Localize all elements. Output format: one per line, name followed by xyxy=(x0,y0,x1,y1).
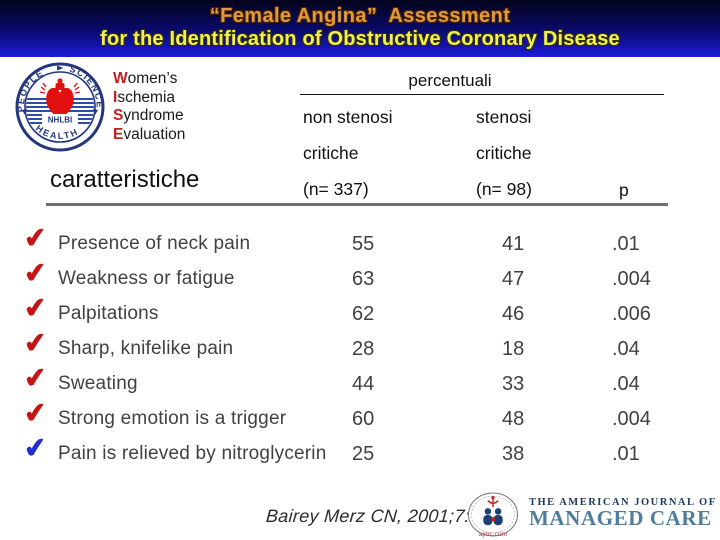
value-p: .004 xyxy=(612,268,651,290)
wise-initial: E xyxy=(113,125,124,143)
value-stenosi: 18 xyxy=(502,338,525,360)
journal-name-line1: THE AMERICAN JOURNAL OF xyxy=(529,497,717,508)
wise-line-women: Women’s xyxy=(113,70,185,89)
table-row: ✔ Sharp, knifelike pain 28 18 .04 xyxy=(0,327,720,368)
wise-line-ischemia: Ischemia xyxy=(113,89,185,108)
table-row: ✔ Palpitations 62 46 .006 xyxy=(0,292,720,333)
checkmark-icon: ✔ xyxy=(22,361,49,395)
checkmark-icon: ✔ xyxy=(22,256,49,290)
title-line-1: “Female Angina” Assessment xyxy=(209,5,511,27)
wise-initial: S xyxy=(113,107,124,124)
row-label: Pain is relieved by nitroglycerin xyxy=(58,443,327,464)
row-header-label: caratteristiche xyxy=(50,166,200,193)
table-group-header: percentuali xyxy=(408,71,492,90)
value-stenosi: 48 xyxy=(502,408,525,430)
ajmc-logo-icon: ajmc.com xyxy=(467,492,519,538)
col2-header-n: (n= 98) xyxy=(476,179,532,199)
value-p: .004 xyxy=(612,408,651,430)
value-non-stenosi: 62 xyxy=(352,303,375,325)
value-p: .01 xyxy=(612,233,640,255)
value-non-stenosi: 28 xyxy=(352,338,375,360)
checkmark-icon: ✔ xyxy=(22,221,49,255)
col1-header-line1: non stenosi xyxy=(303,107,393,127)
wise-rest: valuation xyxy=(123,125,186,143)
col2-header-line1: stenosi xyxy=(476,107,532,127)
wise-initial: I xyxy=(113,88,118,106)
wise-acronym: Women’s Ischemia Syndrome Evaluation xyxy=(113,70,185,144)
checkmark-icon: ✔ xyxy=(22,291,49,325)
wise-rest: omen’s xyxy=(127,70,178,87)
title-line-2: for the Identification of Obstructive Co… xyxy=(100,28,620,50)
table-row: ✔ Weakness or fatigue 63 47 .004 xyxy=(0,257,720,298)
value-non-stenosi: 63 xyxy=(352,268,375,290)
row-label: Sharp, knifelike pain xyxy=(58,338,234,359)
value-non-stenosi: 55 xyxy=(352,233,375,255)
row-label: Presence of neck pain xyxy=(58,233,251,254)
row-label: Strong emotion is a trigger xyxy=(58,408,287,429)
value-stenosi: 38 xyxy=(502,443,525,465)
value-stenosi: 41 xyxy=(502,233,525,255)
heart-icon xyxy=(39,78,81,119)
value-stenosi: 46 xyxy=(502,303,525,325)
col1-header-n: (n= 337) xyxy=(303,179,369,199)
value-stenosi: 47 xyxy=(502,268,525,290)
header-divider xyxy=(46,203,668,206)
checkmark-icon: ✔ xyxy=(22,396,49,430)
row-label: Palpitations xyxy=(58,303,159,324)
value-p: .04 xyxy=(612,338,640,360)
value-p: .01 xyxy=(612,443,640,465)
value-stenosi: 33 xyxy=(502,373,525,395)
checkmark-icon: ✔ xyxy=(22,326,49,360)
row-label: Sweating xyxy=(58,373,138,394)
seal-org-label: NHLBI xyxy=(48,116,72,125)
col2-header-line2: critiche xyxy=(476,143,532,163)
value-p: .006 xyxy=(612,303,651,325)
wise-rest: yndrome xyxy=(123,107,184,124)
nhlbi-seal-icon: PEOPLE SCIENCE HEALTH xyxy=(15,62,105,152)
table-row: ✔ Pain is relieved by nitroglycerin 25 3… xyxy=(0,432,720,473)
col1-header-line2: critiche xyxy=(303,143,359,163)
ajmc-badge-label: ajmc.com xyxy=(479,531,508,538)
checkmark-icon: ✔ xyxy=(22,431,49,465)
value-p: .04 xyxy=(612,373,640,395)
wise-line-syndrome: Syndrome xyxy=(113,107,185,126)
title-bar: “Female Angina” Assessment for the Ident… xyxy=(0,0,720,57)
p-column-header: p xyxy=(619,180,629,200)
table-row: ✔ Sweating 44 33 .04 xyxy=(0,362,720,403)
value-non-stenosi: 44 xyxy=(352,373,375,395)
value-non-stenosi: 25 xyxy=(352,443,375,465)
table-row: ✔ Presence of neck pain 55 41 .01 xyxy=(0,222,720,263)
journal-name-line2: MANAGED CARE xyxy=(529,506,712,530)
value-non-stenosi: 60 xyxy=(352,408,375,430)
group-header-underline xyxy=(300,94,664,95)
table-row: ✔ Strong emotion is a trigger 60 48 .004 xyxy=(0,397,720,438)
journal-wordmark: THE AMERICAN JOURNAL OF MANAGED CARE xyxy=(529,497,720,529)
wise-initial: W xyxy=(113,70,128,87)
wise-line-evaluation: Evaluation xyxy=(113,126,185,145)
row-label: Weakness or fatigue xyxy=(58,268,235,289)
wise-rest: schemia xyxy=(117,88,176,106)
